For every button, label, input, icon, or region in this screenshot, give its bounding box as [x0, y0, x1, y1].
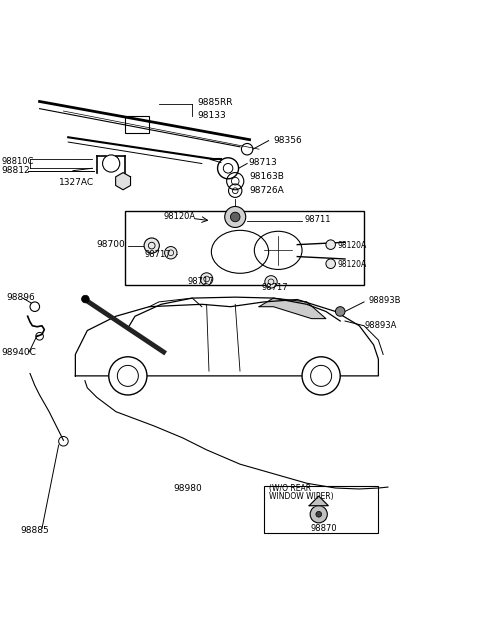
Polygon shape: [116, 173, 131, 190]
FancyBboxPatch shape: [125, 211, 364, 285]
Text: 98717: 98717: [188, 277, 214, 286]
Circle shape: [200, 273, 213, 285]
Text: 98940C: 98940C: [1, 347, 36, 356]
Text: 98133: 98133: [197, 111, 226, 120]
Text: 9885RR: 9885RR: [197, 98, 232, 107]
Circle shape: [82, 295, 89, 303]
Circle shape: [165, 247, 177, 259]
Text: WINDOW WIPER): WINDOW WIPER): [269, 492, 333, 501]
Text: 98120A: 98120A: [338, 260, 367, 269]
Text: 98700: 98700: [97, 240, 126, 249]
Bar: [125, 116, 149, 133]
Text: 98356: 98356: [274, 135, 302, 144]
Circle shape: [336, 307, 345, 317]
Text: 98711: 98711: [304, 215, 331, 224]
Text: 98810C: 98810C: [1, 157, 34, 166]
Text: 1327AC: 1327AC: [59, 178, 94, 187]
Text: (W/O REAR: (W/O REAR: [269, 485, 311, 494]
Circle shape: [310, 506, 327, 523]
Circle shape: [225, 207, 246, 227]
Circle shape: [109, 357, 147, 395]
Text: 98885: 98885: [21, 526, 49, 535]
Circle shape: [326, 259, 336, 268]
Circle shape: [230, 213, 240, 221]
Text: 98870: 98870: [310, 524, 337, 533]
Text: 98812: 98812: [1, 166, 30, 175]
Text: 98896: 98896: [6, 293, 35, 302]
Circle shape: [316, 512, 322, 517]
Circle shape: [144, 238, 159, 253]
Circle shape: [302, 357, 340, 395]
Text: 98726A: 98726A: [250, 186, 284, 195]
Polygon shape: [259, 298, 326, 318]
Text: 98980: 98980: [173, 483, 202, 492]
Text: 98893B: 98893B: [369, 297, 401, 306]
Text: 98717: 98717: [144, 250, 171, 259]
Text: 98717: 98717: [262, 283, 288, 292]
Circle shape: [326, 240, 336, 249]
Text: 98713: 98713: [248, 158, 277, 167]
Circle shape: [265, 275, 277, 288]
Text: 98120A: 98120A: [338, 241, 367, 250]
Text: 98893A: 98893A: [364, 321, 396, 330]
Text: 98120A: 98120A: [164, 211, 196, 220]
Text: 98163B: 98163B: [250, 172, 285, 181]
FancyBboxPatch shape: [264, 485, 378, 534]
Polygon shape: [309, 496, 328, 506]
